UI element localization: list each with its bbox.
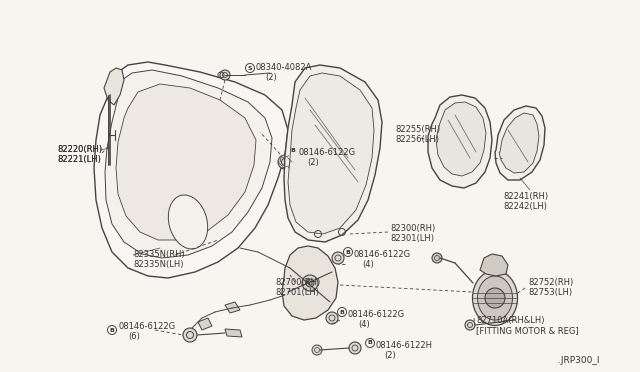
Text: (2): (2) [307, 158, 319, 167]
Polygon shape [480, 254, 508, 276]
Polygon shape [284, 65, 382, 242]
Text: (2): (2) [384, 351, 396, 360]
Text: 82300(RH): 82300(RH) [390, 224, 435, 233]
Text: 82335N(RH): 82335N(RH) [133, 250, 185, 259]
Text: .JRP300_I: .JRP300_I [558, 356, 600, 365]
Circle shape [465, 320, 475, 330]
Polygon shape [198, 318, 212, 330]
Ellipse shape [472, 270, 518, 326]
Polygon shape [225, 302, 240, 313]
Text: 82221(LH): 82221(LH) [57, 155, 101, 164]
Polygon shape [282, 246, 338, 320]
Circle shape [349, 342, 361, 354]
Ellipse shape [168, 195, 208, 249]
Polygon shape [499, 113, 539, 173]
Circle shape [312, 345, 322, 355]
Text: 82221(LH): 82221(LH) [57, 155, 101, 164]
Text: 82242(LH): 82242(LH) [503, 202, 547, 211]
Text: 82220(RH): 82220(RH) [57, 145, 102, 154]
Circle shape [183, 328, 197, 342]
Circle shape [306, 279, 314, 287]
Text: 82301(LH): 82301(LH) [390, 234, 434, 243]
Polygon shape [104, 68, 124, 105]
Text: 82220(RH): 82220(RH) [57, 145, 102, 154]
Circle shape [432, 253, 442, 263]
Text: 08146-6122G: 08146-6122G [354, 250, 411, 259]
Text: 82710A(RH&LH): 82710A(RH&LH) [476, 316, 545, 325]
Text: B: B [367, 340, 372, 346]
Ellipse shape [477, 276, 513, 320]
Text: B: B [346, 250, 351, 254]
Text: (4): (4) [362, 260, 374, 269]
Text: (4): (4) [358, 320, 370, 329]
Polygon shape [288, 73, 374, 234]
Text: (6): (6) [128, 332, 140, 341]
Text: [FITTING MOTOR & REG]: [FITTING MOTOR & REG] [476, 326, 579, 335]
Circle shape [332, 252, 344, 264]
Polygon shape [116, 84, 256, 240]
Circle shape [485, 288, 505, 308]
Text: 82753(LH): 82753(LH) [528, 288, 572, 297]
Text: 08146-6122H: 08146-6122H [376, 341, 433, 350]
Circle shape [326, 312, 338, 324]
Text: 82255(RH): 82255(RH) [395, 125, 440, 134]
Polygon shape [428, 95, 492, 188]
Polygon shape [105, 70, 272, 258]
Text: 82700(RH): 82700(RH) [275, 278, 320, 287]
Polygon shape [225, 329, 242, 337]
Circle shape [220, 70, 230, 80]
Text: B: B [291, 148, 296, 153]
Circle shape [302, 275, 318, 291]
Text: (2): (2) [265, 73, 276, 82]
Circle shape [278, 155, 292, 169]
Text: 08146-6122G: 08146-6122G [299, 148, 356, 157]
Text: 82335N(LH): 82335N(LH) [133, 260, 184, 269]
Polygon shape [436, 102, 486, 176]
Polygon shape [94, 62, 288, 278]
Polygon shape [495, 106, 545, 180]
Text: 08340-4082A: 08340-4082A [256, 63, 312, 72]
Text: S: S [248, 65, 252, 71]
Text: B: B [109, 327, 115, 333]
Text: 82256(LH): 82256(LH) [395, 135, 439, 144]
Text: 82241(RH): 82241(RH) [503, 192, 548, 201]
Text: 08146-6122G: 08146-6122G [118, 322, 175, 331]
Text: B: B [340, 310, 344, 314]
Text: 82701(LH): 82701(LH) [275, 288, 319, 297]
Text: 82752(RH): 82752(RH) [528, 278, 573, 287]
Text: 08146-6122G: 08146-6122G [348, 310, 405, 319]
